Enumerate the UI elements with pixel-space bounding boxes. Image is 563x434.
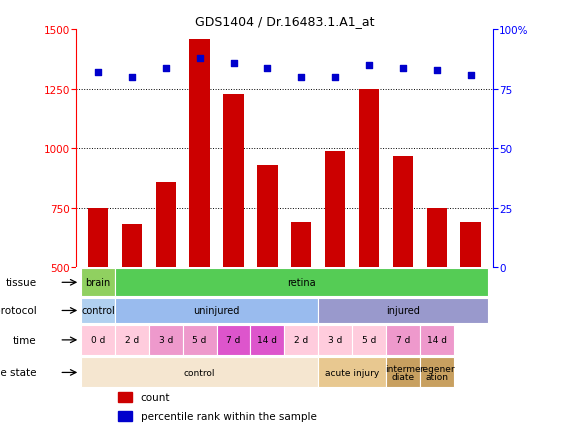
Title: GDS1404 / Dr.16483.1.A1_at: GDS1404 / Dr.16483.1.A1_at [195,15,374,28]
FancyBboxPatch shape [318,358,386,388]
Point [229,60,238,67]
FancyBboxPatch shape [183,325,217,355]
Text: 7 d: 7 d [226,335,241,345]
Bar [118,411,132,421]
Text: time: time [13,335,37,345]
Point [399,65,408,72]
Bar [190,40,210,268]
Text: 3 d: 3 d [328,335,342,345]
Bar [224,95,244,268]
FancyBboxPatch shape [352,325,386,355]
Text: disease state: disease state [0,368,37,378]
Text: injured: injured [386,306,420,316]
Text: 2 d: 2 d [125,335,139,345]
FancyBboxPatch shape [420,358,454,388]
FancyBboxPatch shape [386,325,420,355]
FancyBboxPatch shape [318,299,488,323]
FancyBboxPatch shape [81,358,318,388]
Bar [359,90,379,268]
Text: 3 d: 3 d [159,335,173,345]
Bar [325,151,345,268]
Text: interme
diate: interme diate [385,364,421,381]
Bar [155,182,176,268]
Bar [118,392,132,402]
Point [263,65,272,72]
Text: 7 d: 7 d [396,335,410,345]
FancyBboxPatch shape [386,358,420,388]
Text: 0 d: 0 d [91,335,105,345]
Bar [427,208,447,268]
FancyBboxPatch shape [149,325,183,355]
Point [195,56,204,62]
Bar [122,225,142,268]
Text: control: control [81,306,115,316]
Text: control: control [184,368,216,377]
Text: 5 d: 5 d [362,335,376,345]
Text: regener
ation: regener ation [419,364,454,381]
FancyBboxPatch shape [115,269,488,296]
Text: tissue: tissue [5,278,37,288]
Point [432,67,441,74]
FancyBboxPatch shape [217,325,251,355]
FancyBboxPatch shape [284,325,318,355]
Point [93,69,102,76]
FancyBboxPatch shape [81,299,115,323]
FancyBboxPatch shape [81,325,115,355]
Bar [88,208,108,268]
FancyBboxPatch shape [81,269,115,296]
Text: count: count [141,392,170,402]
FancyBboxPatch shape [420,325,454,355]
Text: retina: retina [287,278,316,288]
Text: uninjured: uninjured [193,306,240,316]
Text: acute injury: acute injury [325,368,379,377]
Point [127,74,136,81]
Bar [291,223,311,268]
Bar [461,223,481,268]
Bar [257,166,278,268]
FancyBboxPatch shape [115,299,318,323]
Text: protocol: protocol [0,306,37,316]
FancyBboxPatch shape [115,325,149,355]
FancyBboxPatch shape [318,325,352,355]
Text: brain: brain [86,278,111,288]
FancyBboxPatch shape [251,325,284,355]
Text: 14 d: 14 d [427,335,446,345]
Point [161,65,170,72]
Point [297,74,306,81]
Text: 5 d: 5 d [193,335,207,345]
Point [364,62,373,69]
Text: 2 d: 2 d [294,335,309,345]
Bar [393,156,413,268]
Point [466,72,475,79]
Text: percentile rank within the sample: percentile rank within the sample [141,411,316,421]
Point [330,74,339,81]
Text: 14 d: 14 d [257,335,278,345]
